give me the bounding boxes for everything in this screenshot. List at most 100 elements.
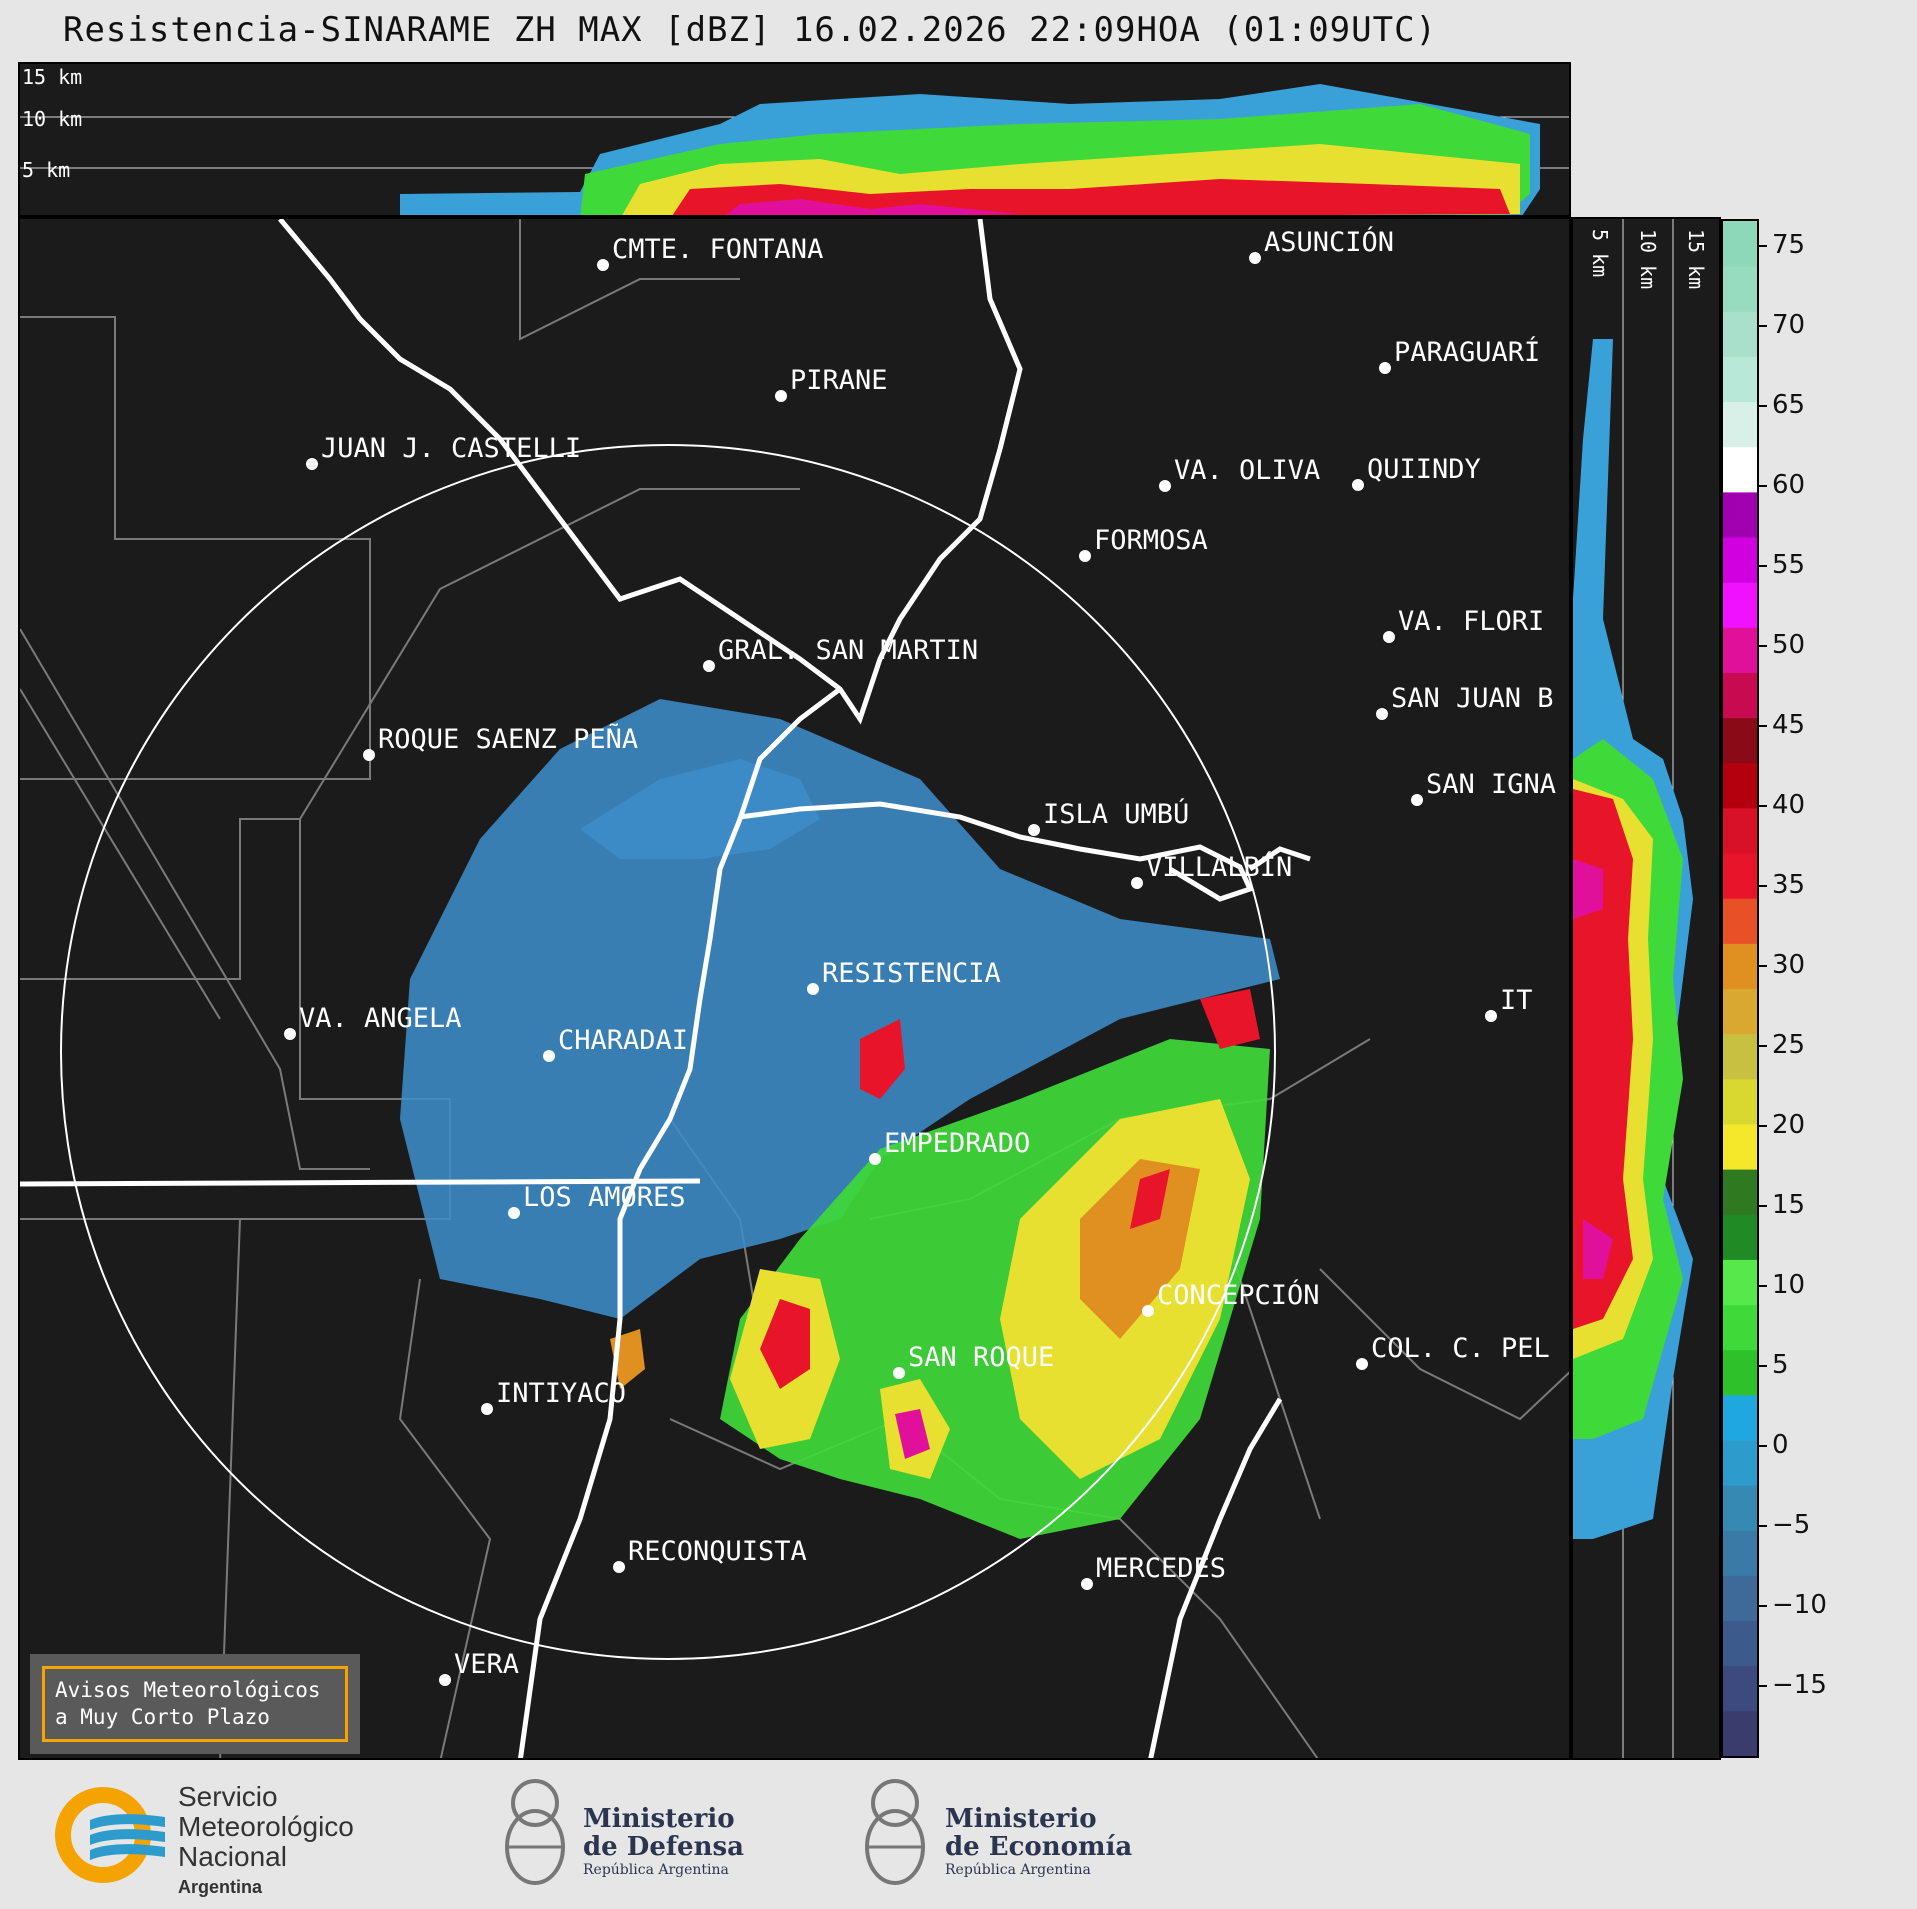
colorbar-tick-label: 25 [1772, 1030, 1806, 1060]
colorbar-segment [1723, 1665, 1757, 1712]
colorbar-tick-label: 15 [1772, 1190, 1806, 1220]
colorbar-segment [1723, 1620, 1757, 1667]
colorbar-tick [1759, 1605, 1767, 1607]
colorbar-tick-label: −5 [1772, 1510, 1811, 1540]
colorbar-tick-label: 65 [1772, 390, 1806, 420]
city-label: VILLALBÍN [1146, 852, 1293, 883]
defensa-line: de Defensa [583, 1832, 744, 1862]
colorbar-segment [1723, 807, 1757, 854]
colorbar-tick [1759, 1445, 1767, 1447]
defensa-line: Ministerio [583, 1804, 735, 1834]
alert-box[interactable]: Avisos Meteorológicos a Muy Corto Plazo [30, 1654, 360, 1754]
city-marker [1356, 1358, 1368, 1370]
city-marker [597, 259, 609, 271]
colorbar-segment [1723, 898, 1757, 944]
city-marker [869, 1153, 881, 1165]
smn-line: Nacional [178, 1841, 287, 1872]
city-marker [893, 1367, 905, 1379]
city-marker [306, 458, 318, 470]
city-marker [1081, 1578, 1093, 1590]
colorbar-tick-label: −15 [1772, 1670, 1827, 1700]
colorbar-segment [1723, 582, 1757, 628]
city-label: VA. FLORI [1398, 606, 1545, 637]
colorbar-tick [1759, 1125, 1767, 1127]
smn-line: Servicio [178, 1781, 278, 1812]
colorbar-segment [1723, 1710, 1757, 1757]
colorbar-tick-label: 70 [1772, 310, 1806, 340]
colorbar-segment [1723, 1575, 1757, 1622]
colorbar-segment [1723, 717, 1757, 764]
colorbar-segment [1723, 762, 1757, 809]
colorbar-tick [1759, 885, 1767, 887]
colorbar-segment [1723, 446, 1757, 493]
colorbar-tick-label: 45 [1772, 710, 1806, 740]
colorbar-segment [1723, 1485, 1757, 1531]
city-marker [613, 1561, 625, 1573]
chart-title: Resistencia-SINARAME ZH MAX [dBZ] 16.02.… [62, 10, 1438, 50]
shield-icon [505, 1779, 565, 1885]
top-cross-section: 15 km 10 km 5 km [20, 65, 1569, 215]
colorbar-segment [1723, 1304, 1757, 1351]
country-borders [20, 219, 1311, 1758]
colorbar-tick [1759, 965, 1767, 967]
colorbar-gradient [1723, 221, 1757, 1757]
city-marker [1379, 362, 1391, 374]
alert-box-inner: Avisos Meteorológicos a Muy Corto Plazo [42, 1666, 348, 1742]
colorbar-segment [1723, 491, 1757, 538]
city-label: JUAN J. CASTELLI [321, 433, 582, 464]
economia-line: República Argentina [945, 1862, 1091, 1878]
colorbar-segment [1723, 1349, 1757, 1396]
city-marker [508, 1207, 520, 1219]
city-marker [284, 1028, 296, 1040]
radar-echo-weak [400, 699, 1280, 1319]
colorbar-tick [1759, 1205, 1767, 1207]
city-marker [775, 390, 787, 402]
colorbar [1721, 219, 1759, 1758]
city-label: VA. OLIVA [1174, 455, 1321, 486]
top-axis-label: 5 km [22, 158, 70, 182]
city-label: RESISTENCIA [822, 958, 1001, 989]
city-label: CMTE. FONTANA [612, 234, 824, 265]
economia-brand: Ministerio de Economía República Argenti… [945, 1805, 1132, 1879]
city-label: SAN IGNA [1426, 769, 1557, 800]
range-ring [60, 444, 1276, 1660]
colorbar-segment [1723, 1530, 1757, 1576]
city-marker [481, 1403, 493, 1415]
colorbar-segment [1723, 311, 1757, 357]
colorbar-tick [1759, 565, 1767, 567]
city-label: PIRANE [790, 365, 888, 396]
city-label: MERCEDES [1096, 1553, 1227, 1584]
city-label: SAN ROQUE [908, 1342, 1055, 1373]
defensa-line: República Argentina [583, 1862, 729, 1878]
city-marker [703, 660, 715, 672]
city-label: GRAL. SAN MARTIN [718, 635, 979, 666]
city-marker [363, 749, 375, 761]
alert-line: a Muy Corto Plazo [55, 1705, 270, 1729]
city-marker [1383, 631, 1395, 643]
smn-logo-icon [55, 1787, 165, 1883]
city-marker [1485, 1010, 1497, 1022]
colorbar-tick [1759, 725, 1767, 727]
city-marker [807, 983, 819, 995]
colorbar-segment [1723, 853, 1757, 899]
colorbar-tick-label: 40 [1772, 790, 1806, 820]
colorbar-tick-label: −10 [1772, 1590, 1827, 1620]
radar-map-panel: CMTE. FONTANA ASUNCIÓN PARAGUARÍ PIRANE JUAN… [18, 217, 1571, 1760]
top-axis-label: 15 km [22, 65, 82, 89]
alert-line: Avisos Meteorológicos [55, 1678, 321, 1702]
colorbar-segment [1723, 537, 1757, 583]
colorbar-segment [1723, 1259, 1757, 1306]
colorbar-tick-label: 60 [1772, 470, 1806, 500]
colorbar-segment [1723, 1214, 1757, 1260]
city-marker [1352, 479, 1364, 491]
side-axis-label: 15 km [1684, 229, 1708, 289]
city-label: CONCEPCIÓN [1157, 1280, 1320, 1311]
colorbar-tick-label: 55 [1772, 550, 1806, 580]
colorbar-tick [1759, 805, 1767, 807]
city-marker [1249, 252, 1261, 264]
city-label: CHARADAI [558, 1025, 689, 1056]
smn-line: Argentina [178, 1877, 263, 1897]
city-marker [1142, 1305, 1154, 1317]
economia-line: Ministerio [945, 1804, 1097, 1834]
city-label: FORMOSA [1094, 525, 1208, 556]
